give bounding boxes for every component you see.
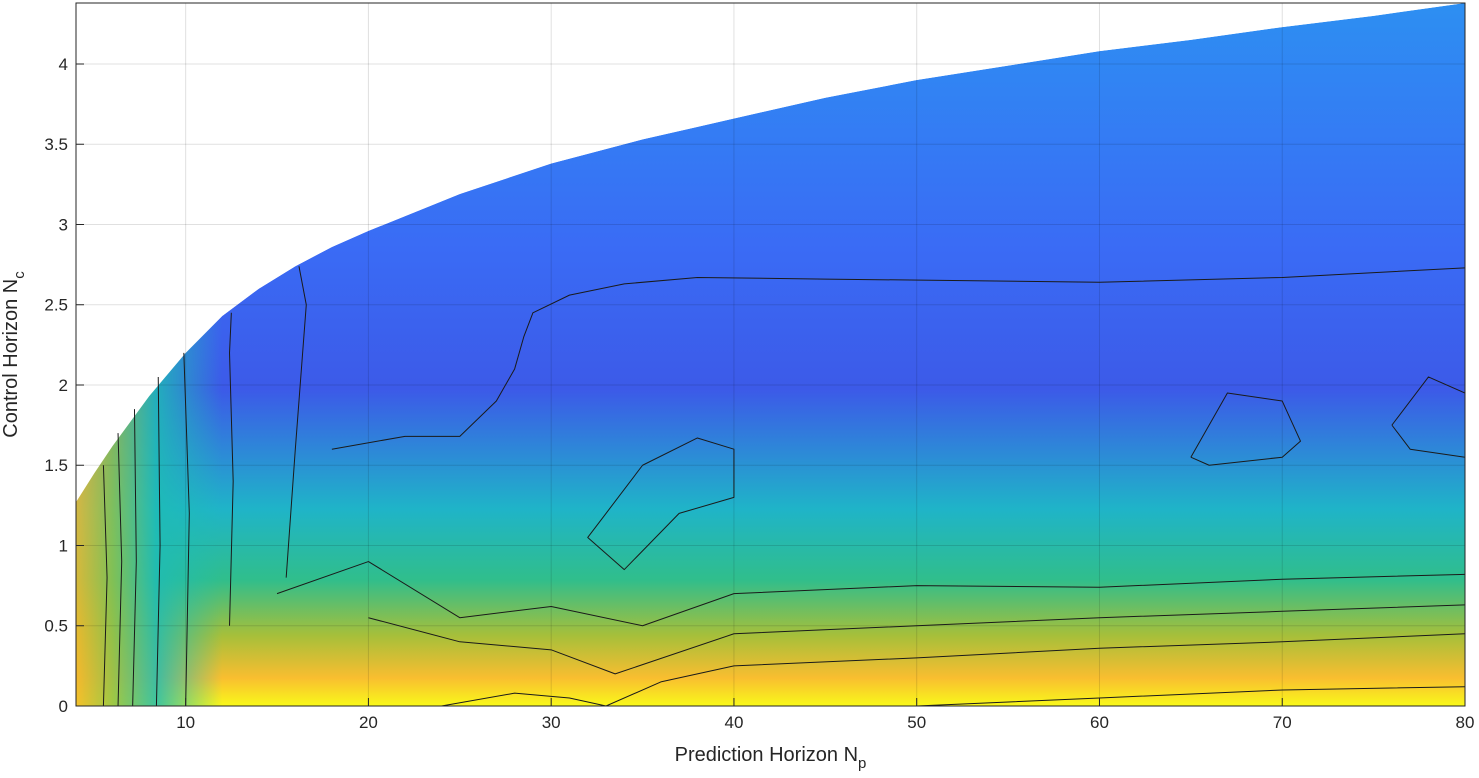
- x-axis-label: Prediction Horizon Np: [675, 744, 867, 772]
- contour-line-12: [587, 437, 735, 571]
- x-axis-label-subscript: p: [858, 755, 866, 772]
- y-axis-ticks: 0 0.5 1 1.5 2 2.5 3 3.5 4: [44, 55, 84, 716]
- y-tick-label: 2: [59, 376, 68, 395]
- x-tick-label: 50: [907, 713, 926, 732]
- contour-line-9: [368, 604, 1465, 675]
- x-tick-label: 40: [724, 713, 743, 732]
- y-axis-label: Control Horizon Nc: [0, 271, 28, 438]
- x-axis-label-text: Prediction Horizon N: [675, 744, 858, 766]
- contour-line-1: [117, 433, 123, 706]
- axes-box: [75, 2, 1466, 707]
- x-tick-label: 60: [1090, 713, 1109, 732]
- x-tick-label: 30: [542, 713, 561, 732]
- contour-line-8: [276, 561, 1465, 627]
- y-axis-label-subscript: c: [11, 271, 28, 279]
- contour-line-6: [285, 266, 307, 578]
- contour-line-13: [1391, 376, 1465, 458]
- y-tick-label: 0: [59, 697, 68, 716]
- contour-line-5: [229, 312, 234, 626]
- contour-line-7: [331, 267, 1465, 450]
- y-tick-label: 2.5: [44, 296, 68, 315]
- y-tick-label: 3.5: [44, 135, 68, 154]
- contour-line-0: [102, 465, 108, 706]
- x-axis-ticks: 10 20 30 40 50 60 70 80: [176, 698, 1474, 732]
- y-tick-label: 1: [59, 536, 68, 555]
- contour-fill-layer: [76, 3, 1465, 706]
- y-tick-label: 4: [59, 55, 68, 74]
- contour-line-11: [916, 686, 1465, 706]
- x-tick-label: 20: [359, 713, 378, 732]
- y-tick-label: 1.5: [44, 456, 68, 475]
- contour-line-4: [183, 352, 190, 706]
- contour-line-2: [132, 409, 137, 706]
- x-tick-label: 80: [1456, 713, 1475, 732]
- y-axis-label-text: Control Horizon N: [0, 279, 22, 438]
- contour-line-3: [155, 376, 161, 706]
- contour-lines-layer: [102, 266, 1465, 706]
- contour-line-14: [1190, 392, 1302, 466]
- filled-region: [76, 3, 1465, 706]
- contour-line-10: [441, 633, 1465, 706]
- x-tick-label: 10: [176, 713, 195, 732]
- y-tick-label: 0.5: [44, 617, 68, 636]
- out-of-region-mask: [76, 3, 1465, 503]
- y-tick-label: 3: [59, 215, 68, 234]
- x-tick-label: 70: [1273, 713, 1292, 732]
